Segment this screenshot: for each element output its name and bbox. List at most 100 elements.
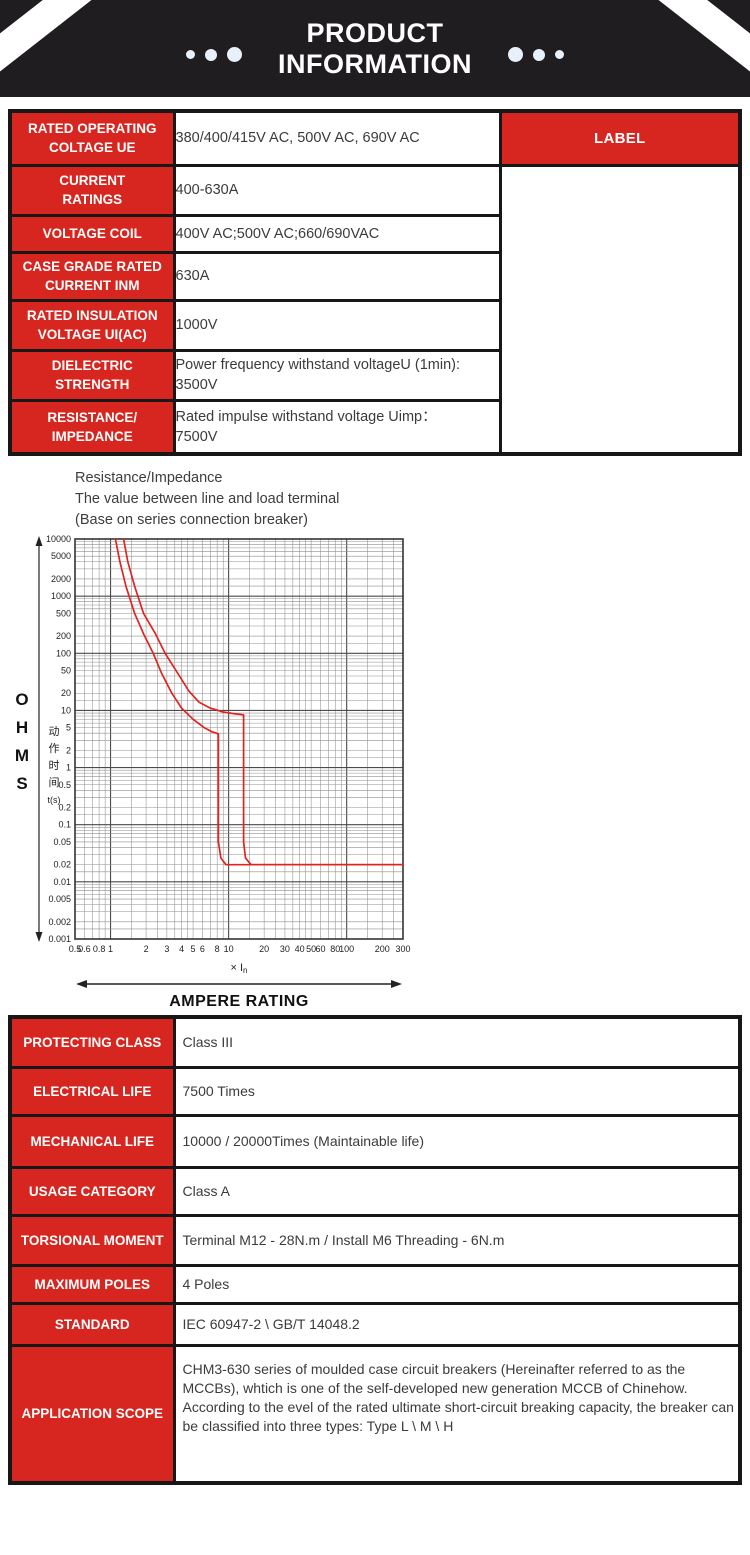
- x-tick-label: 6: [200, 944, 205, 954]
- spec-label: APPLICATION SCOPE: [8, 1343, 176, 1485]
- y-tick-label: 10: [61, 705, 71, 715]
- y-tick-label: 0.5: [58, 780, 71, 790]
- x-tick-label: 10: [224, 944, 234, 954]
- y-axis-title: 时: [49, 759, 60, 772]
- table-row: CASE GRADE RATED CURRENT INM 630A: [8, 250, 740, 302]
- x-tick-label: 2: [144, 944, 149, 954]
- trip-curve-max: [122, 538, 404, 866]
- x-tick-label: 0.5: [69, 944, 82, 954]
- x-tick-label: 200: [375, 944, 390, 954]
- spec-value: 630A: [172, 250, 502, 302]
- dot-icon: [507, 47, 523, 62]
- table-row: CURRENT RATINGS 400-630A: [8, 163, 742, 456]
- y-axis-title: 间: [49, 776, 60, 789]
- table-row: STANDARD IEC 60947-2 \ GB/T 14048.2: [8, 1301, 742, 1347]
- y-tick-label: 200: [56, 631, 71, 641]
- x-tick-label: 40: [295, 944, 305, 954]
- y-axis-title: 作: [49, 742, 60, 755]
- y-tick-label: 5000: [51, 551, 71, 561]
- y-tick-label: 0.002: [48, 917, 71, 927]
- dot-icon: [186, 50, 195, 59]
- arrow-up-icon: [35, 536, 43, 546]
- spec-label: TORSIONAL MOMENT: [8, 1213, 176, 1267]
- spec-value: 380/400/415V AC, 500V AC, 690V AC: [172, 109, 502, 167]
- ohms-axis-label: O: [15, 690, 28, 709]
- table-row: RATED OPERATING COLTAGE UE 380/400/415V …: [8, 109, 742, 167]
- arrow-left-icon: [76, 980, 87, 988]
- table-row: PROTECTING CLASS Class III: [8, 1015, 742, 1069]
- spec-label: STANDARD: [8, 1301, 176, 1347]
- x-tick-label: 0.6: [78, 944, 91, 954]
- label-image-placeholder: [498, 163, 742, 456]
- spec-value: CHM3-630 series of moulded case circuit …: [172, 1343, 742, 1485]
- x-tick-label: 0.8: [93, 944, 106, 954]
- dot-icon: [554, 50, 564, 59]
- y-tick-label: 10000: [46, 534, 71, 544]
- spec-value: Class A: [172, 1165, 742, 1217]
- spec-label: ELECTRICAL LIFE: [8, 1065, 176, 1117]
- banner-stripe-left: [0, 0, 134, 97]
- spec-value: 4 Poles: [172, 1263, 742, 1305]
- y-tick-label: 2000: [51, 574, 71, 584]
- table-row: ELECTRICAL LIFE 7500 Times: [8, 1065, 742, 1117]
- y-tick-label: 0.05: [53, 837, 71, 847]
- spec-label: DIELECTRIC STRENGTH: [8, 348, 176, 402]
- plot-border: [74, 538, 404, 940]
- x-tick-label: 100: [339, 944, 354, 954]
- ohms-axis-label: S: [16, 774, 27, 793]
- x-tick-label: 300: [395, 944, 410, 954]
- x-tick-label: 30: [280, 944, 290, 954]
- y-tick-label: 0.2: [58, 803, 71, 813]
- y-tick-label: 50: [61, 665, 71, 675]
- spec-value: IEC 60947-2 \ GB/T 14048.2: [172, 1301, 742, 1347]
- table-row: MECHANICAL LIFE 10000 / 20000Times (Main…: [8, 1113, 742, 1169]
- x-tick-label: 50: [306, 944, 316, 954]
- x-tick-label: 80: [330, 944, 340, 954]
- spec-value: Class III: [172, 1015, 742, 1069]
- x-tick-label: 5: [191, 944, 196, 954]
- y-tick-label: 500: [56, 608, 71, 618]
- y-tick-label: 0.001: [48, 934, 71, 944]
- y-tick-label: 0.1: [58, 820, 71, 830]
- dot-icon: [532, 48, 545, 61]
- spec-label: MAXIMUM POLES: [8, 1263, 176, 1305]
- x-tick-label: 4: [179, 944, 184, 954]
- spec-label: RATED OPERATING COLTAGE UE: [8, 109, 176, 167]
- table-row: USAGE CATEGORY Class A: [8, 1165, 742, 1217]
- decorative-dots-left: [186, 47, 242, 62]
- spec-value: 10000 / 20000Times (Maintainable life): [172, 1113, 742, 1169]
- y-tick-label: 20: [61, 688, 71, 698]
- trip-curve-chart: 100005000200010005002001005020105210.50.…: [15, 534, 411, 1010]
- table-row: RATED INSULATION VOLTAGE UI(AC) 1000V: [8, 298, 740, 352]
- spec-value: 7500 Times: [172, 1065, 742, 1117]
- ampere-rating-label: AMPERE RATING: [169, 993, 309, 1010]
- chart-subtitle: The value between line and load terminal: [75, 491, 340, 507]
- y-tick-label: 5: [66, 723, 71, 733]
- page-title-line2: INFORMATION: [278, 48, 472, 79]
- page-title-line1: PRODUCT: [306, 17, 444, 48]
- label-column-header: LABEL: [498, 109, 742, 167]
- y-axis-title: t(s): [48, 795, 61, 805]
- banner-stripe-right: [616, 0, 750, 97]
- banner: PRODUCT INFORMATION: [0, 0, 750, 97]
- banner-content: PRODUCT INFORMATION: [186, 18, 564, 80]
- spec-label: VOLTAGE COIL: [8, 213, 176, 254]
- trip-curve-min: [114, 538, 404, 866]
- table-row: RESISTANCE/ IMPEDANCE Rated impulse with…: [8, 398, 740, 456]
- spec-label: PROTECTING CLASS: [8, 1015, 176, 1069]
- spec-label: USAGE CATEGORY: [8, 1165, 176, 1217]
- trip-curve-section: Resistance/Impedance The value between l…: [0, 468, 750, 1011]
- table-row: MAXIMUM POLES 4 Poles: [8, 1263, 742, 1305]
- dot-icon: [227, 47, 242, 62]
- spec-label: CASE GRADE RATED CURRENT INM: [8, 250, 176, 302]
- decorative-dots-right: [507, 47, 564, 62]
- spec-value: 1000V: [172, 298, 502, 352]
- y-tick-label: 1: [66, 763, 71, 773]
- chart-title: Resistance/Impedance: [75, 470, 223, 486]
- spec-label: RESISTANCE/ IMPEDANCE: [8, 398, 176, 456]
- x-tick-label: 8: [215, 944, 220, 954]
- chart-titles: Resistance/Impedance The value between l…: [75, 468, 750, 531]
- spec-label: MECHANICAL LIFE: [8, 1113, 176, 1169]
- spec-value: 400V AC;500V AC;660/690VAC: [172, 213, 502, 254]
